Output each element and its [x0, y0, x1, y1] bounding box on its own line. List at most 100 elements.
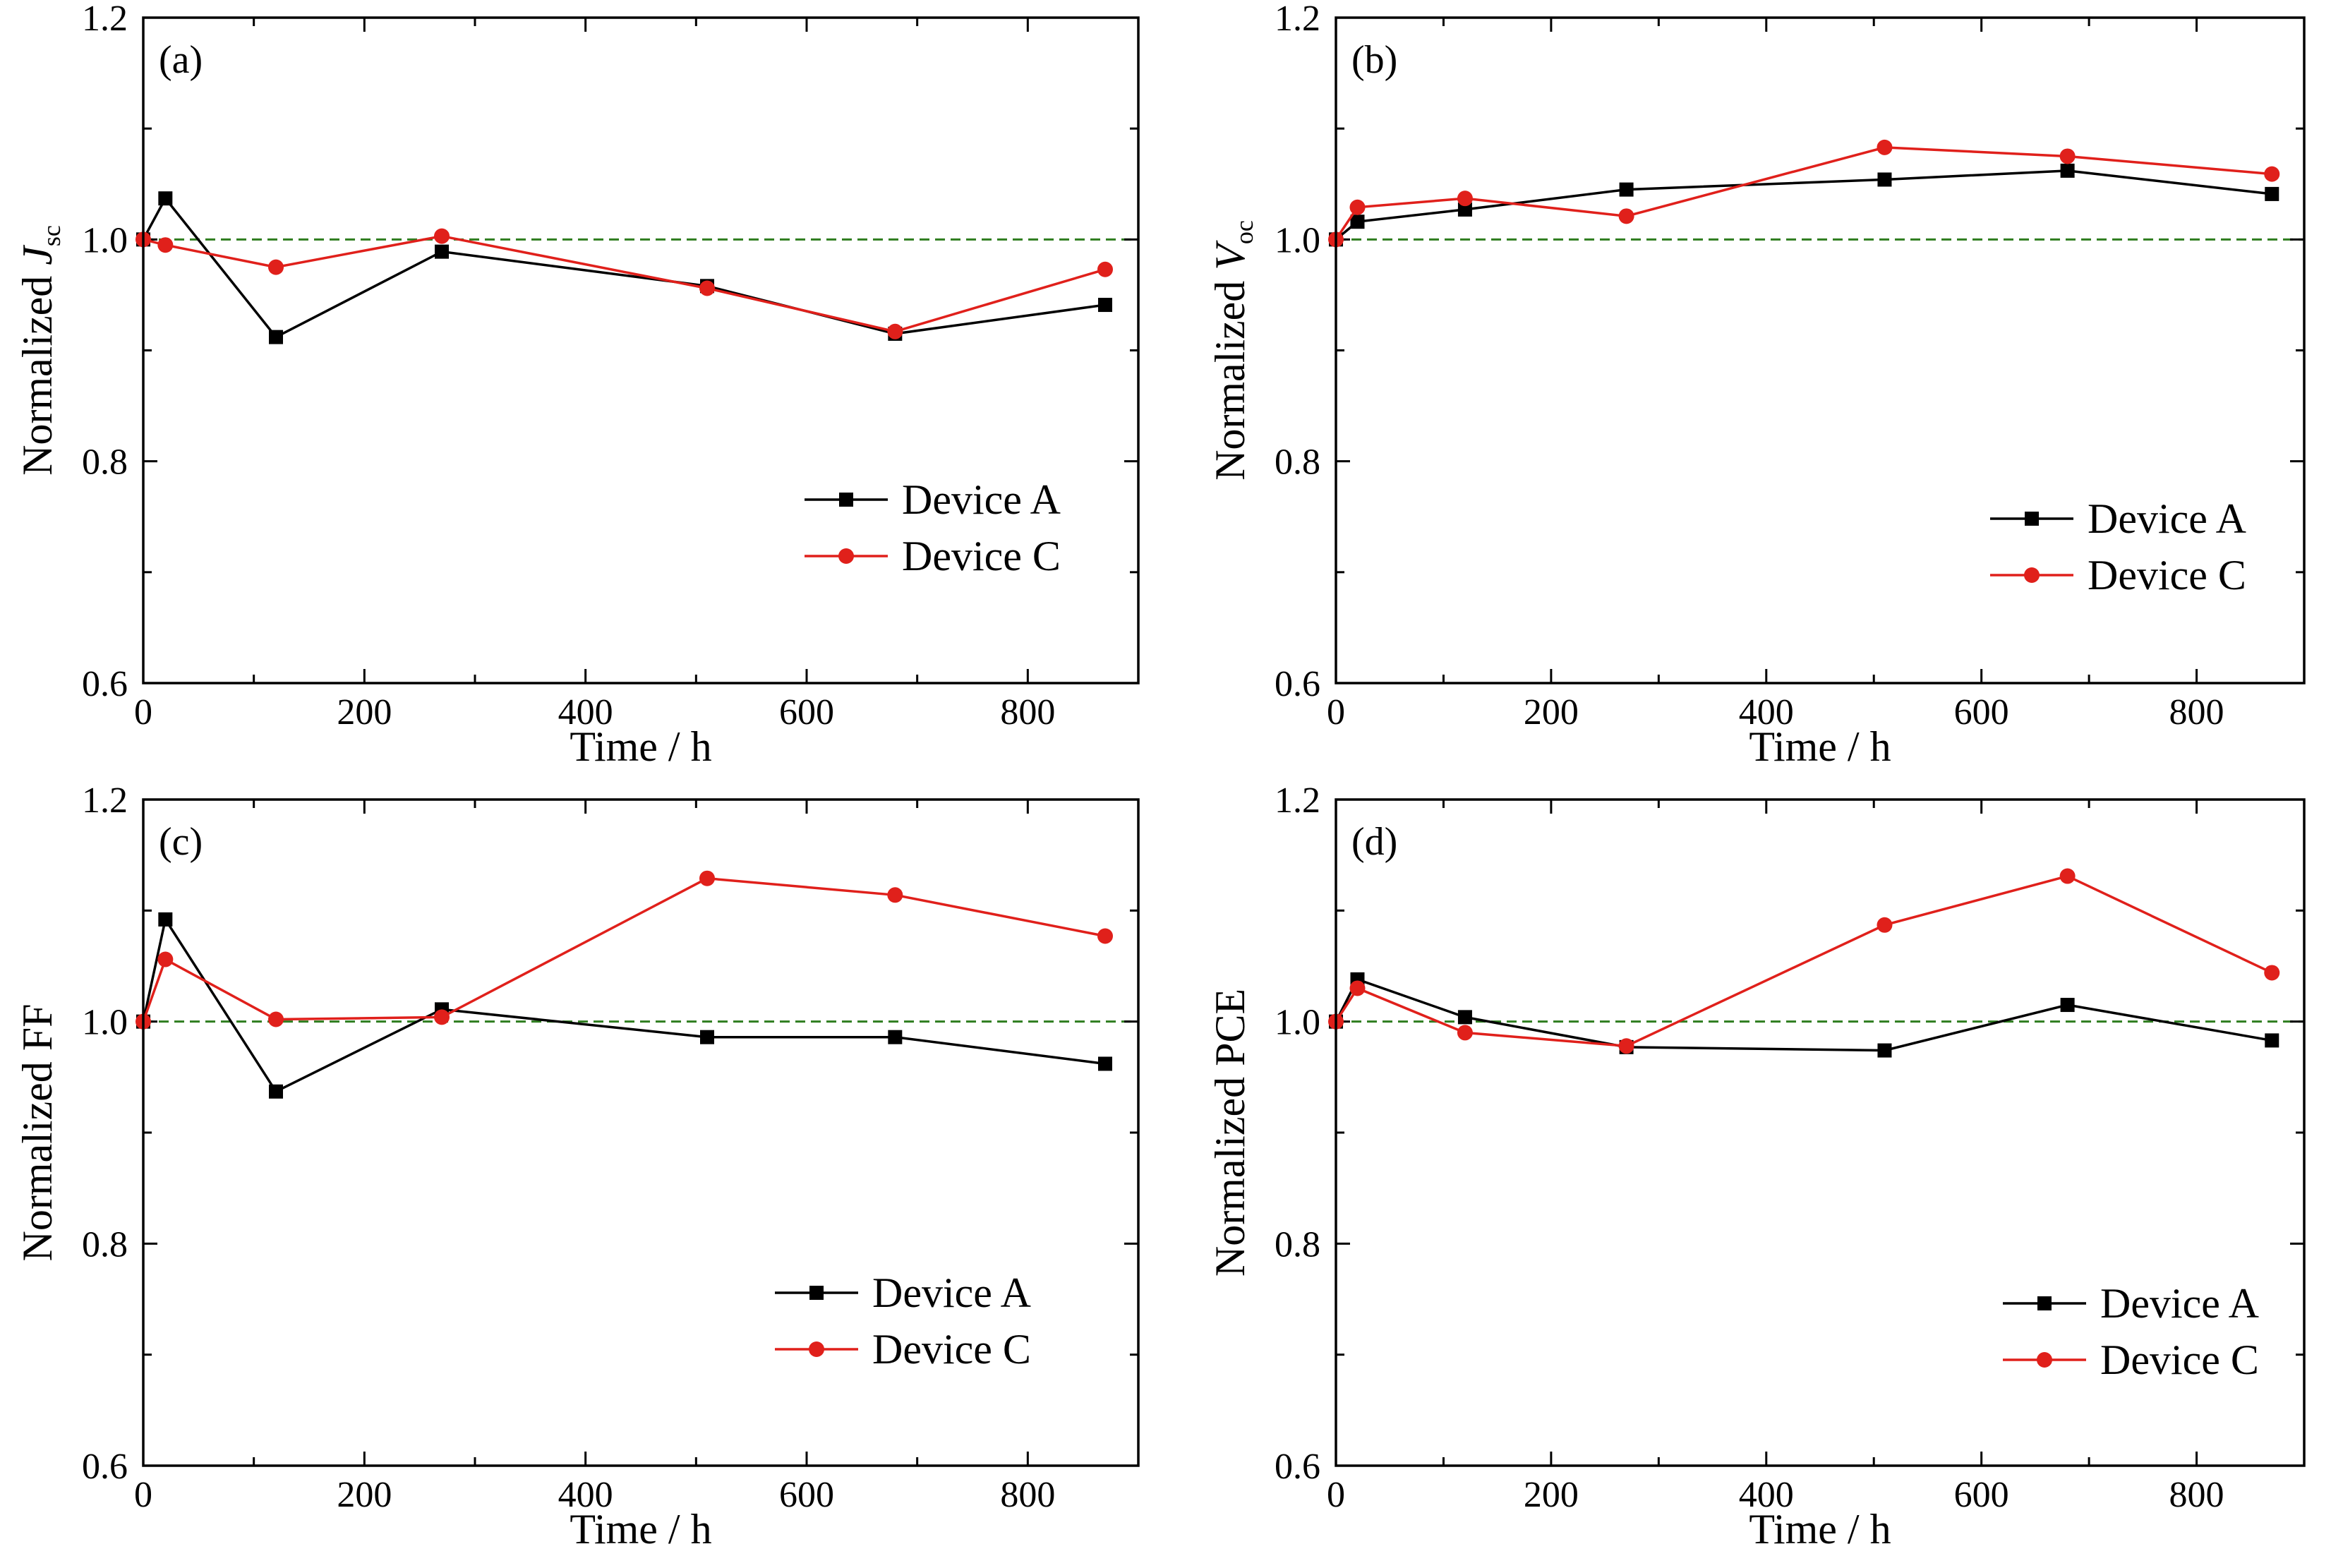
data-point: [700, 1030, 714, 1044]
y-axis-title-subscript: oc: [1230, 220, 1258, 244]
legend-label: Device C: [872, 1326, 1031, 1373]
y-tick-label: 1.0: [1275, 1003, 1320, 1043]
x-tick-label: 400: [558, 692, 613, 732]
series-line: [142, 196, 1106, 339]
data-point: [1877, 917, 1893, 933]
series-device-a: [1329, 972, 2279, 1058]
series-device-c: [1328, 868, 2280, 1054]
x-tick-label: 600: [779, 692, 834, 732]
y-tick-label: 0.6: [82, 664, 128, 704]
data-point: [1618, 1038, 1634, 1054]
data-point: [1097, 928, 1113, 944]
chart-panel-a: 0 200 400 600 800 0.6 0.8 1.0 1.2 (a) Time / h Norm…: [14, 0, 1140, 770]
legend-marker: [2024, 567, 2040, 583]
legend-marker: [809, 1286, 824, 1300]
panel-label: (b): [1351, 38, 1397, 82]
legend-label: Device A: [872, 1270, 1031, 1316]
data-point: [435, 244, 449, 259]
legend-label: Device C: [2088, 552, 2246, 598]
x-tick-label: 0: [134, 692, 152, 732]
data-point: [157, 237, 174, 253]
data-point: [1457, 202, 1472, 217]
panel-label: (c): [159, 820, 203, 864]
data-point: [1457, 1025, 1473, 1041]
series-line: [143, 234, 1106, 333]
series-line: [1335, 169, 2272, 241]
data-point: [699, 280, 715, 296]
data-point: [888, 1030, 903, 1044]
data-point: [158, 191, 173, 206]
x-tick-label: 0: [1327, 692, 1345, 732]
x-axis-title: Time / h: [1749, 1506, 1891, 1552]
y-tick-label: 1.2: [82, 0, 128, 39]
data-point: [1349, 199, 1366, 215]
chart-panel-b: 0 200 400 600 800 0.6 0.8 1.0 1.2 (b) Time / h Norm…: [1207, 0, 2306, 770]
series-line: [142, 876, 1106, 1023]
y-axis-title-symbol: V: [1207, 240, 1253, 270]
data-point: [1877, 172, 1892, 187]
plot-frame: [142, 798, 1140, 1467]
plot-frame: [1335, 798, 2306, 1467]
chart-panel-d: 0 200 400 600 800 0.6 0.8 1.0 1.2 (d) Time / h Norm…: [1207, 780, 2306, 1552]
legend-label: Device A: [2100, 1280, 2259, 1327]
x-tick-label: 600: [779, 1475, 834, 1515]
data-point: [1877, 1043, 1892, 1058]
x-axis-title: Time / h: [1749, 723, 1891, 770]
series-device-c: [135, 228, 1113, 339]
panel-label: (a): [159, 38, 203, 82]
series-device-a: [1329, 163, 2279, 247]
x-tick-label: 200: [337, 692, 392, 732]
data-point: [1098, 298, 1112, 313]
chart-panel-c: 0 200 400 600 800 0.6 0.8 1.0 1.2 (c) Time / h Norm…: [14, 780, 1140, 1552]
x-tick-label: 800: [2169, 1475, 2224, 1515]
series-line: [1335, 146, 2272, 241]
plot-frame: [142, 16, 1140, 685]
x-tick-label: 800: [2169, 692, 2224, 732]
data-point: [2264, 166, 2280, 182]
y-axis-title-main: Normalized: [14, 265, 61, 476]
x-tick-label: 0: [1327, 1475, 1345, 1515]
y-axis-title-main: Normalized: [1207, 270, 1253, 481]
data-point: [887, 887, 903, 903]
y-tick-label: 1.0: [82, 1003, 128, 1043]
y-axis-title-subscript: sc: [37, 225, 66, 246]
data-point: [2264, 965, 2280, 981]
data-point: [699, 870, 715, 886]
data-point: [1098, 1056, 1112, 1071]
legend: Device A Device C: [1990, 495, 2246, 598]
y-axis-title: Normalized PCE: [1207, 989, 1253, 1277]
legend-label: Device A: [902, 476, 1061, 523]
series-line: [1335, 977, 2272, 1052]
x-tick-label: 400: [1739, 1475, 1794, 1515]
data-point: [1457, 1010, 1472, 1025]
y-axis-title-symbol: J: [14, 245, 61, 265]
data-point: [157, 951, 174, 967]
x-tick-label: 0: [134, 1475, 152, 1515]
legend-marker: [2025, 512, 2039, 526]
x-tick-label: 400: [1739, 692, 1794, 732]
y-axis-title: Normalized Voc: [1207, 220, 1258, 481]
y-tick-label: 1.0: [1275, 220, 1320, 260]
y-tick-label: 0.8: [1275, 442, 1320, 483]
legend-label: Device A: [2088, 495, 2246, 542]
y-tick-label: 0.8: [82, 1224, 128, 1265]
data-point: [1877, 139, 1893, 155]
data-point: [434, 228, 450, 244]
legend: Device A Device C: [775, 1270, 1031, 1373]
legend-marker: [839, 493, 853, 507]
data-point: [1349, 980, 1366, 996]
y-tick-label: 0.6: [82, 1447, 128, 1487]
data-point: [269, 1084, 283, 1099]
y-axis-title-main: Normalized FF: [14, 1004, 61, 1262]
series-device-c: [135, 870, 1113, 1030]
data-point: [2060, 998, 2075, 1013]
series-line: [142, 916, 1106, 1094]
data-point: [1619, 182, 1634, 197]
y-tick-label: 1.2: [82, 780, 128, 821]
series-device-a: [136, 912, 1112, 1099]
data-point: [887, 323, 903, 339]
panel-label: (d): [1351, 820, 1397, 864]
x-tick-label: 200: [337, 1475, 392, 1515]
data-point: [268, 259, 284, 275]
